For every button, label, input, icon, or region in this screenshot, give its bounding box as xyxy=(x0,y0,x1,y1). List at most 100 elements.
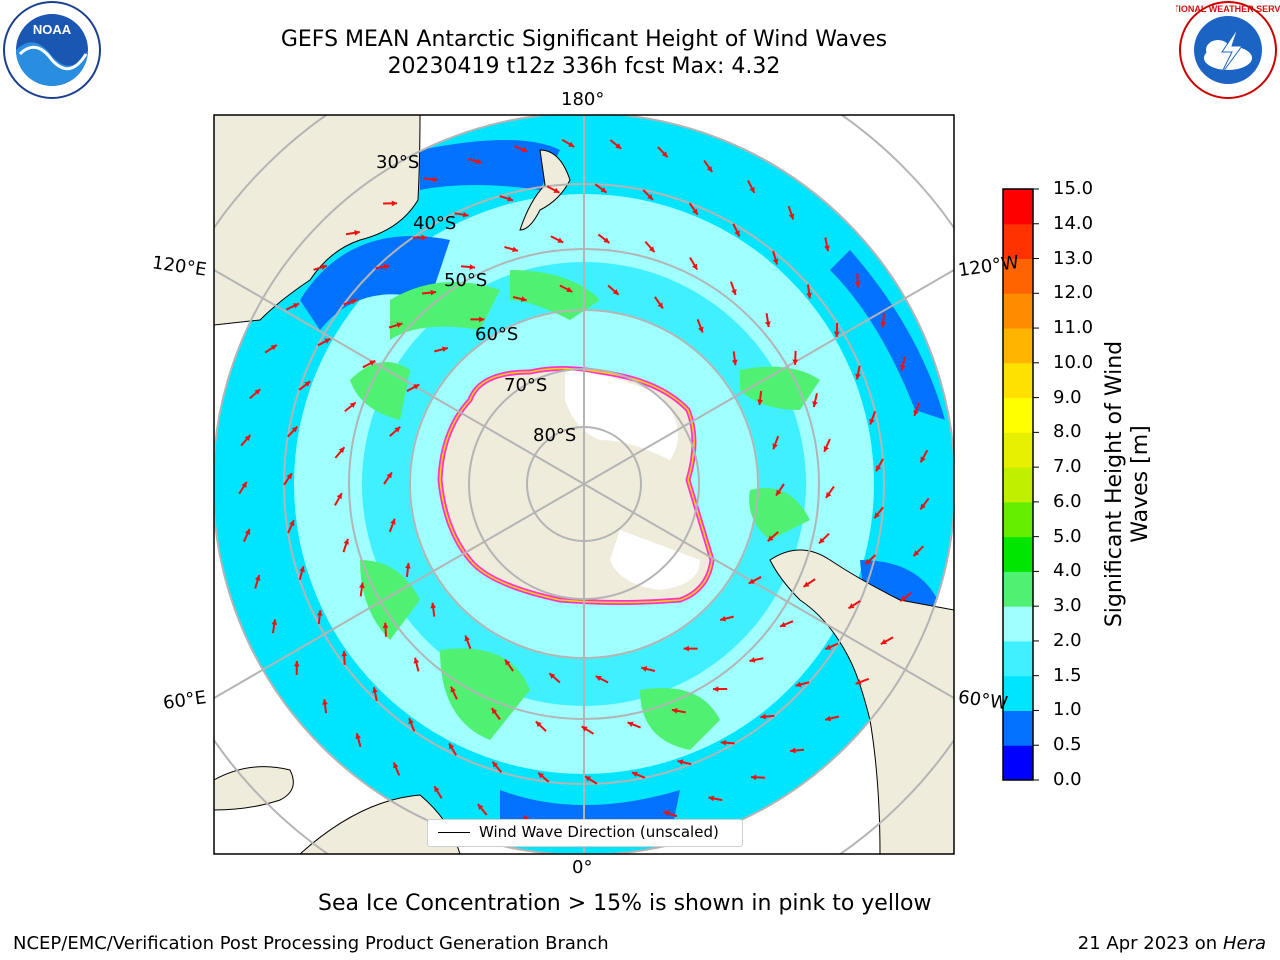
colorbar-tick-label: 14.0 xyxy=(1053,212,1094,234)
wave-direction-arrowhead xyxy=(772,443,778,450)
wave-direction-arrowhead xyxy=(603,237,610,243)
wave-direction-arrowhead xyxy=(462,211,469,218)
wave-direction-arrowhead xyxy=(788,213,795,220)
wave-direction-arrowhead xyxy=(492,761,498,768)
colorbar-tick-label: 3.0 xyxy=(1053,595,1082,617)
graticule xyxy=(214,115,954,854)
wave-direction-arrowhead xyxy=(254,575,261,581)
wave-direction-arrowhead xyxy=(289,520,295,527)
wave-direction-arrowhead xyxy=(706,166,713,173)
caption: Sea Ice Concentration > 15% is shown in … xyxy=(318,891,932,916)
wave-direction-arrowhead xyxy=(708,795,715,802)
wave-direction-arrowhead xyxy=(657,302,663,309)
colorbar-segment xyxy=(1003,745,1033,781)
wave-direction-arrowhead xyxy=(316,610,323,616)
wave-direction-arrowhead xyxy=(648,246,655,253)
colorbar-segment xyxy=(1003,362,1033,399)
wave-direction-arrowhead xyxy=(824,245,830,252)
nws-logo: NATIONAL WEATHER SERVICE xyxy=(1176,1,1280,99)
wave-direction-arrowhead xyxy=(512,246,518,253)
new-zealand xyxy=(519,149,571,231)
wave-direction-arrowhead xyxy=(663,810,670,817)
wave-direction-arrowhead xyxy=(767,535,774,542)
wave-direction-arrowhead xyxy=(566,286,573,293)
colorbar-tick-label: 2.0 xyxy=(1053,629,1082,651)
wave-direction-arrowhead xyxy=(442,346,448,353)
wave-direction-arrowhead xyxy=(432,176,438,183)
colorbar-title: Significant Height of Wind Waves [m] xyxy=(1102,340,1153,628)
legend-line xyxy=(438,832,470,833)
wave-direction-arrowhead xyxy=(823,445,829,452)
wave-direction-arrowhead xyxy=(349,402,356,409)
wave-direction-arrowhead xyxy=(507,196,514,202)
wave-direction-arrowhead xyxy=(568,141,575,147)
wave-direction-arrowhead xyxy=(780,621,787,628)
wave-direction-arrowhead xyxy=(336,493,342,500)
colorbar-tick-label: 13.0 xyxy=(1053,247,1094,269)
wave-direction-arrowhead xyxy=(413,384,420,390)
wave-direction-arrowhead xyxy=(372,687,378,693)
colorbar-tick-label: 1.0 xyxy=(1053,699,1082,721)
wave-direction-arrowhead xyxy=(581,726,588,732)
colorbar-segment xyxy=(1003,675,1033,711)
wave-direction-arrowhead xyxy=(855,679,862,685)
wave-direction-arrowhead xyxy=(692,208,698,215)
wave-direction-arrowhead xyxy=(585,776,592,782)
wave-direction-arrowhead xyxy=(612,289,619,295)
wave-direction-arrowhead xyxy=(749,657,756,663)
colorbar-tick-label: 0.0 xyxy=(1053,769,1082,790)
wave-direction-arrowhead xyxy=(383,263,390,270)
wave-direction-arrowhead xyxy=(477,804,484,811)
wave-direction-arrowhead xyxy=(899,364,906,371)
wave-direction-arrowhead xyxy=(244,435,251,441)
footer-date: 21 Apr 2023 on Hera xyxy=(1077,933,1266,954)
wave-direction-arrowhead xyxy=(520,296,527,302)
wave-direction-arrowhead xyxy=(521,146,528,153)
wave-direction-arrowhead xyxy=(394,426,401,433)
colorbar-tick-label: 10.0 xyxy=(1053,351,1094,373)
wave-direction-arrowhead xyxy=(647,194,653,200)
colorbar-segment xyxy=(1003,189,1033,225)
lat-label-50s: 50°S xyxy=(444,270,488,291)
wave-direction-arrowhead xyxy=(271,619,278,625)
wave-direction-arrowhead xyxy=(479,316,485,323)
colorbar-segment xyxy=(1003,571,1033,607)
lat-label-60s: 60°S xyxy=(475,324,519,345)
wave-direction-arrowhead xyxy=(757,399,763,405)
wave-direction-arrowhead xyxy=(299,566,305,573)
colorbar-segment xyxy=(1003,606,1033,642)
wave-direction-arrowhead xyxy=(772,258,779,265)
wave-direction-arrowhead xyxy=(338,447,345,454)
wave-direction-arrowhead xyxy=(304,381,311,387)
wave-direction-arrowhead xyxy=(369,360,376,366)
wave-direction-arrowhead xyxy=(405,563,411,569)
wave-direction-arrowhead xyxy=(795,681,802,688)
chart-subtitle: 20230419 t12z 336h fcst Max: 4.32 xyxy=(387,54,781,79)
wave-direction-arrowhead xyxy=(553,187,560,193)
colorbar xyxy=(1002,188,1039,781)
wave-direction-arrowhead xyxy=(825,715,832,722)
wave-direction-arrowhead xyxy=(351,298,357,305)
wave-direction-arrowhead xyxy=(293,661,300,667)
colorbar-tick-label: 7.0 xyxy=(1053,456,1082,478)
lat-label-80s: 80°S xyxy=(533,425,577,446)
colorbar-tick-label: 5.0 xyxy=(1053,525,1082,547)
wave-direction-arrowhead xyxy=(691,263,698,270)
wave-direction-arrowhead xyxy=(731,289,737,295)
wave-direction-arrowhead xyxy=(341,650,348,657)
lat-label-40s: 40°S xyxy=(413,213,457,234)
colorbar-segment xyxy=(1003,293,1033,329)
wave-direction-arrowhead xyxy=(913,550,920,557)
colorbar-tick-label: 1.5 xyxy=(1053,664,1082,686)
colorbar-segment xyxy=(1003,710,1033,746)
wave-direction-arrowhead xyxy=(713,686,719,692)
wave-direction-arrowhead xyxy=(833,331,840,337)
wave-direction-arrowhead xyxy=(661,151,668,158)
wave-direction-arrowhead xyxy=(913,409,919,416)
colorbar-segment xyxy=(1003,397,1033,433)
wave-direction-arrowhead xyxy=(538,772,544,779)
legend: Wind Wave Direction (unscaled) xyxy=(427,819,743,847)
colorbar-tick-label: 11.0 xyxy=(1053,317,1094,339)
svg-text:NOAA: NOAA xyxy=(33,22,72,37)
wave-direction-arrowhead xyxy=(720,615,726,622)
